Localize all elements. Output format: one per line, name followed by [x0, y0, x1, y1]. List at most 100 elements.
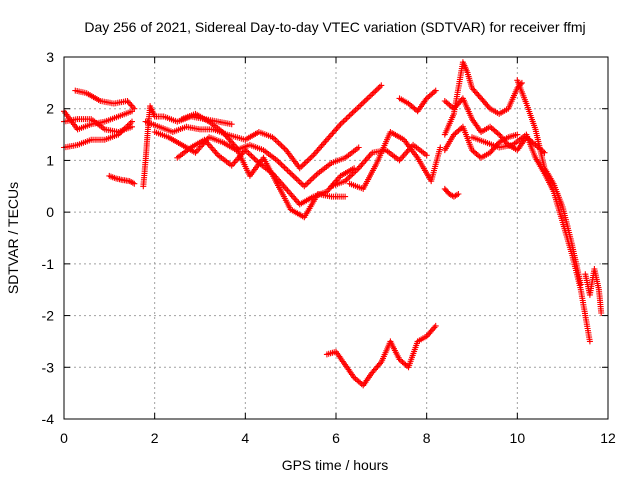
data-point-marker — [275, 139, 282, 146]
data-point-marker — [295, 177, 302, 184]
data-point-marker — [364, 95, 371, 102]
data-point-marker — [283, 166, 290, 172]
data-point-marker — [131, 105, 138, 112]
series-arc-8 — [151, 129, 362, 190]
data-point-marker — [304, 180, 311, 187]
data-point-marker — [228, 121, 235, 128]
data-point-marker — [274, 138, 281, 145]
data-point-marker — [345, 175, 352, 182]
data-point-marker — [248, 152, 255, 159]
data-point-marker — [428, 327, 435, 334]
data-point-marker — [281, 164, 288, 171]
x-tick-label: 0 — [60, 430, 68, 446]
y-tick-label: 0 — [46, 204, 54, 220]
axis-ticks — [63, 56, 609, 420]
series-arc-11 — [328, 141, 430, 190]
data-point-marker — [355, 144, 362, 151]
series-arc-10 — [178, 110, 349, 221]
data-point-marker — [302, 159, 309, 166]
data-point-marker — [484, 102, 491, 109]
data-point-marker — [357, 102, 364, 109]
data-point-marker — [308, 176, 315, 183]
x-tick-label: 10 — [510, 430, 526, 446]
data-point-marker — [372, 88, 379, 95]
y-tick-label: 2 — [46, 101, 54, 117]
data-point-marker — [280, 163, 287, 170]
x-tick-label: 8 — [423, 430, 431, 446]
y-tick-label: 1 — [46, 152, 54, 168]
series-arc-13 — [396, 87, 439, 115]
x-tick-label: 12 — [600, 430, 616, 446]
series-arc-18 — [441, 185, 462, 200]
data-point-marker — [375, 85, 382, 92]
data-point-marker — [343, 115, 350, 122]
series-arc-3 — [61, 118, 135, 151]
data-points — [61, 59, 605, 389]
data-point-marker — [363, 96, 370, 103]
data-point-marker — [129, 118, 135, 125]
y-tick-label: -4 — [42, 411, 55, 427]
data-point-marker — [360, 99, 367, 106]
grid-lines — [64, 57, 608, 419]
data-point-marker — [361, 98, 368, 105]
data-point-marker — [472, 89, 479, 96]
data-point-marker — [376, 83, 383, 90]
data-point-marker — [127, 120, 134, 127]
data-point-marker — [302, 181, 309, 188]
data-point-marker — [289, 171, 296, 178]
x-axis-label: GPS time / hours — [282, 457, 389, 473]
data-point-marker — [478, 95, 485, 102]
data-point-marker — [290, 173, 297, 180]
series-arc-12 — [346, 129, 444, 192]
data-point-marker — [346, 112, 353, 119]
data-point-marker — [307, 155, 314, 162]
data-point-marker — [351, 108, 358, 115]
data-point-marker — [308, 153, 315, 160]
data-point-marker — [437, 144, 444, 151]
y-tick-label: 3 — [46, 49, 54, 65]
data-point-marker — [310, 174, 317, 181]
data-point-marker — [358, 101, 365, 108]
data-point-marker — [369, 91, 376, 98]
data-point-marker — [577, 281, 584, 288]
data-point-marker — [432, 322, 439, 329]
data-point-marker — [342, 116, 349, 123]
series-arc-19 — [469, 131, 593, 345]
data-point-marker — [455, 191, 462, 197]
data-point-marker — [277, 141, 284, 148]
data-point-marker — [280, 144, 287, 151]
data-point-marker — [301, 160, 308, 167]
data-point-marker — [307, 177, 314, 184]
series-arc-5 — [106, 172, 138, 187]
data-point-marker — [246, 151, 253, 158]
data-point-marker — [349, 109, 356, 116]
x-tick-label: 4 — [241, 430, 249, 446]
y-tick-labels: -4 -3 -2 -1 0 1 2 3 — [42, 49, 55, 427]
series-arc-20 — [514, 77, 584, 288]
y-axis-label: SDTVAR / TECUs — [5, 182, 21, 294]
series-arc-15 — [441, 59, 525, 138]
data-point-marker — [496, 131, 503, 138]
y-tick-label: -2 — [42, 308, 55, 324]
data-point-marker — [131, 180, 138, 187]
data-point-marker — [251, 155, 258, 162]
x-tick-label: 2 — [151, 430, 159, 446]
data-point-marker — [281, 145, 288, 152]
data-point-marker — [423, 152, 430, 159]
data-point-marker — [305, 156, 312, 163]
data-point-marker — [541, 149, 548, 156]
data-point-marker — [378, 82, 385, 89]
data-point-marker — [278, 161, 285, 168]
series-arc-7 — [142, 82, 385, 172]
x-tick-label: 6 — [332, 430, 340, 446]
data-point-marker — [348, 111, 355, 118]
data-point-marker — [296, 179, 303, 185]
data-point-marker — [518, 79, 525, 86]
data-point-marker — [432, 87, 439, 94]
chart-title: Day 256 of 2021, Sidereal Day-to-day VTE… — [84, 19, 585, 35]
data-point-marker — [342, 193, 349, 200]
data-point-marker — [278, 142, 285, 149]
data-point-marker — [373, 86, 380, 93]
data-point-marker — [292, 174, 299, 181]
data-point-marker — [301, 183, 308, 190]
